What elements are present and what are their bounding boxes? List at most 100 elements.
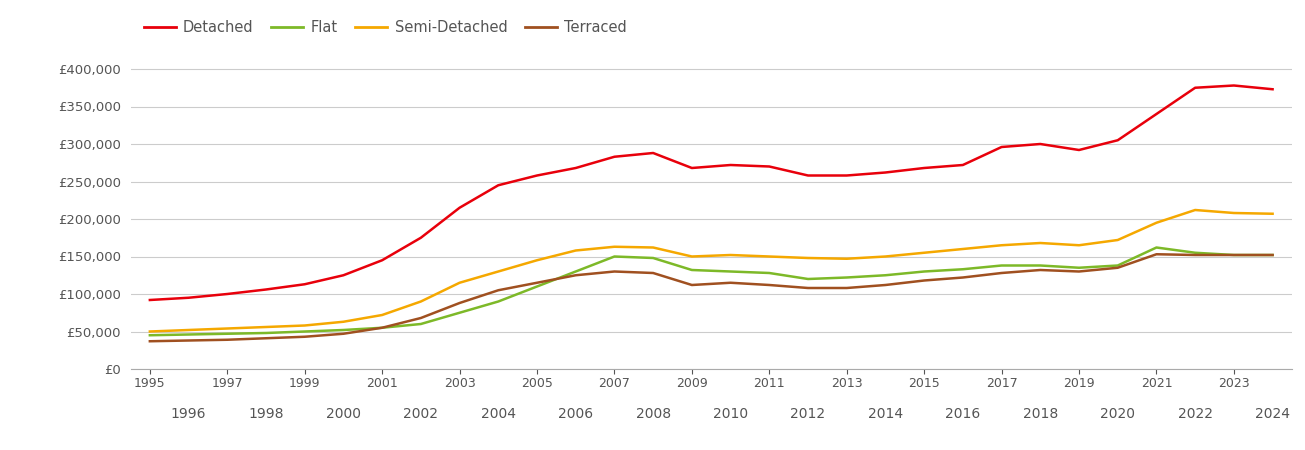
Detached xyxy=(142,297,158,303)
Semi-Detached xyxy=(839,256,855,261)
Flat xyxy=(335,327,351,333)
Terraced xyxy=(375,325,390,330)
Terraced xyxy=(994,270,1010,276)
Flat xyxy=(452,310,467,315)
Terraced xyxy=(878,282,894,288)
Terraced xyxy=(723,280,739,285)
Detached xyxy=(1071,147,1087,153)
Semi-Detached xyxy=(684,254,699,259)
Flat xyxy=(645,255,660,261)
Flat xyxy=(723,269,739,274)
Terraced xyxy=(839,285,855,291)
Detached xyxy=(219,291,235,297)
Flat xyxy=(258,330,274,336)
Flat xyxy=(800,276,816,282)
Detached xyxy=(181,295,197,301)
Detached xyxy=(452,205,467,211)
Flat xyxy=(1265,252,1280,258)
Terraced xyxy=(955,275,971,280)
Line: Semi-Detached: Semi-Detached xyxy=(150,210,1272,332)
Flat xyxy=(568,269,583,274)
Flat xyxy=(1148,245,1164,250)
Terraced xyxy=(1032,267,1048,273)
Semi-Detached xyxy=(607,244,622,249)
Flat xyxy=(916,269,932,274)
Flat xyxy=(375,325,390,330)
Terraced xyxy=(414,315,429,321)
Flat xyxy=(762,270,778,276)
Flat xyxy=(1109,263,1125,268)
Detached xyxy=(645,150,660,156)
Flat xyxy=(414,321,429,327)
Detached xyxy=(1188,85,1203,90)
Semi-Detached xyxy=(1265,211,1280,216)
Terraced xyxy=(1188,252,1203,258)
Semi-Detached xyxy=(452,280,467,285)
Semi-Detached xyxy=(1032,240,1048,246)
Semi-Detached xyxy=(375,312,390,318)
Semi-Detached xyxy=(219,326,235,331)
Semi-Detached xyxy=(142,329,158,334)
Flat xyxy=(878,273,894,278)
Terraced xyxy=(1148,252,1164,257)
Detached xyxy=(839,173,855,178)
Terraced xyxy=(219,337,235,342)
Legend: Detached, Flat, Semi-Detached, Terraced: Detached, Flat, Semi-Detached, Terraced xyxy=(138,14,633,40)
Semi-Detached xyxy=(568,248,583,253)
Semi-Detached xyxy=(1188,207,1203,213)
Flat xyxy=(1032,263,1048,268)
Terraced xyxy=(1109,265,1125,270)
Semi-Detached xyxy=(258,324,274,330)
Flat xyxy=(142,333,158,338)
Flat xyxy=(1227,252,1242,258)
Detached xyxy=(994,144,1010,150)
Detached xyxy=(491,183,506,188)
Semi-Detached xyxy=(530,257,545,263)
Terraced xyxy=(1071,269,1087,274)
Terraced xyxy=(335,331,351,337)
Terraced xyxy=(1227,252,1242,258)
Line: Detached: Detached xyxy=(150,86,1272,300)
Flat xyxy=(181,332,197,337)
Semi-Detached xyxy=(994,243,1010,248)
Flat xyxy=(607,254,622,259)
Semi-Detached xyxy=(645,245,660,250)
Semi-Detached xyxy=(296,323,312,328)
Terraced xyxy=(607,269,622,274)
Semi-Detached xyxy=(1227,210,1242,216)
Detached xyxy=(684,165,699,171)
Semi-Detached xyxy=(335,319,351,324)
Semi-Detached xyxy=(491,269,506,274)
Detached xyxy=(296,282,312,287)
Detached xyxy=(335,273,351,278)
Terraced xyxy=(568,273,583,278)
Detached xyxy=(414,235,429,240)
Terraced xyxy=(1265,252,1280,258)
Flat xyxy=(219,331,235,337)
Flat xyxy=(296,329,312,334)
Flat xyxy=(1071,265,1087,270)
Detached xyxy=(955,162,971,168)
Line: Terraced: Terraced xyxy=(150,254,1272,341)
Semi-Detached xyxy=(723,252,739,258)
Flat xyxy=(955,266,971,272)
Detached xyxy=(1109,138,1125,143)
Flat xyxy=(839,275,855,280)
Detached xyxy=(762,164,778,169)
Terraced xyxy=(491,288,506,293)
Terraced xyxy=(258,336,274,341)
Detached xyxy=(375,257,390,263)
Semi-Detached xyxy=(181,327,197,333)
Terraced xyxy=(181,338,197,343)
Semi-Detached xyxy=(414,299,429,304)
Detached xyxy=(916,165,932,171)
Detached xyxy=(1227,83,1242,88)
Flat xyxy=(491,299,506,304)
Detached xyxy=(258,287,274,292)
Semi-Detached xyxy=(916,250,932,256)
Line: Flat: Flat xyxy=(150,248,1272,335)
Flat xyxy=(684,267,699,273)
Detached xyxy=(530,173,545,178)
Detached xyxy=(1032,141,1048,147)
Semi-Detached xyxy=(762,254,778,259)
